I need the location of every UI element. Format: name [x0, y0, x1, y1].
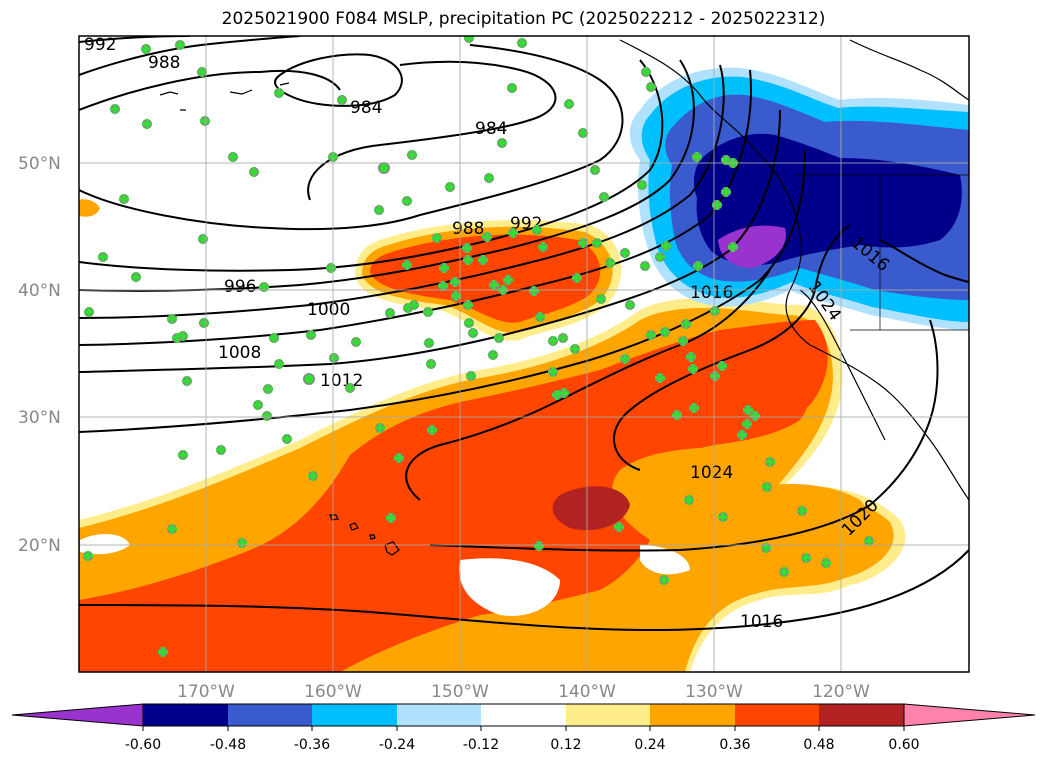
- map-frame: [78, 35, 970, 673]
- lat-tick-label: 50°N: [18, 154, 61, 174]
- lon-tick-label: 160°W: [304, 682, 362, 702]
- political-borders: [795, 174, 969, 331]
- colorbar-extend-low: [11, 703, 144, 727]
- longitude-tick-labels: 170°W 160°W 150°W 140°W 130°W 120°W: [177, 682, 870, 702]
- lon-tick-label: 140°W: [558, 682, 616, 702]
- map-title: 2025021900 F084 MSLP, precipitation PC (…: [221, 9, 826, 29]
- contour-label: 992: [84, 35, 116, 55]
- lon-tick-label: 130°W: [685, 682, 743, 702]
- colorbar-tick-label: -0.24: [379, 737, 415, 753]
- contour-label: 988: [452, 219, 484, 239]
- lat-tick-label: 40°N: [18, 281, 61, 301]
- latitude-tick-labels: 50°N 40°N 30°N 20°N: [18, 154, 61, 556]
- map-plot-area: 992 988 984 984 988 992 996 1000 1008 10…: [79, 35, 969, 672]
- colorbar-tick-label: -0.36: [294, 737, 330, 753]
- colorbar-segment: [819, 704, 904, 726]
- contour-label: 1016: [740, 612, 783, 632]
- lon-tick-label: 150°W: [431, 682, 489, 702]
- contour-label: 1008: [218, 343, 261, 363]
- contour-label: 984: [475, 119, 507, 139]
- colorbar: -0.60 -0.48 -0.36 -0.24 -0.12 0.12 0.24 …: [11, 703, 1036, 753]
- contour-label: 988: [148, 53, 180, 73]
- colorbar-segment: [397, 704, 481, 726]
- colorbar-tick-label: 0.60: [888, 737, 919, 753]
- precip-positive-shading: [79, 199, 906, 672]
- colorbar-segment: [228, 704, 312, 726]
- mslp-isobars: [79, 36, 969, 632]
- colorbar-tick-label: 0.24: [634, 737, 665, 753]
- contour-label: 1024: [690, 463, 733, 483]
- contour-label: 1000: [307, 300, 350, 320]
- lon-tick-label: 170°W: [177, 682, 235, 702]
- colorbar-tick-label: 0.48: [803, 737, 834, 753]
- colorbar-tick-label: 0.36: [719, 737, 750, 753]
- contour-label: 1012: [320, 371, 363, 391]
- colorbar-segment: [143, 704, 228, 726]
- contour-label: 1016: [690, 283, 733, 303]
- lon-tick-label: 120°W: [812, 682, 870, 702]
- lat-tick-label: 30°N: [18, 408, 61, 428]
- colorbar-segment: [312, 704, 397, 726]
- colorbar-tick-label: -0.12: [463, 737, 499, 753]
- colorbar-tick-label: -0.48: [210, 737, 246, 753]
- colorbar-segment: [735, 704, 819, 726]
- contour-label: 984: [350, 98, 382, 118]
- colorbar-tick-label: -0.60: [125, 737, 161, 753]
- colorbar-segment: [566, 704, 650, 726]
- lat-tick-label: 20°N: [18, 536, 61, 556]
- colorbar-tick-label: 0.12: [550, 737, 581, 753]
- colorbar-extend-high: [903, 703, 1036, 727]
- contour-label: 996: [224, 277, 256, 297]
- map-gridlines: [79, 36, 969, 672]
- colorbar-segment: [650, 704, 735, 726]
- colorbar-segment: [481, 704, 566, 726]
- precip-negative-shading: [629, 67, 969, 331]
